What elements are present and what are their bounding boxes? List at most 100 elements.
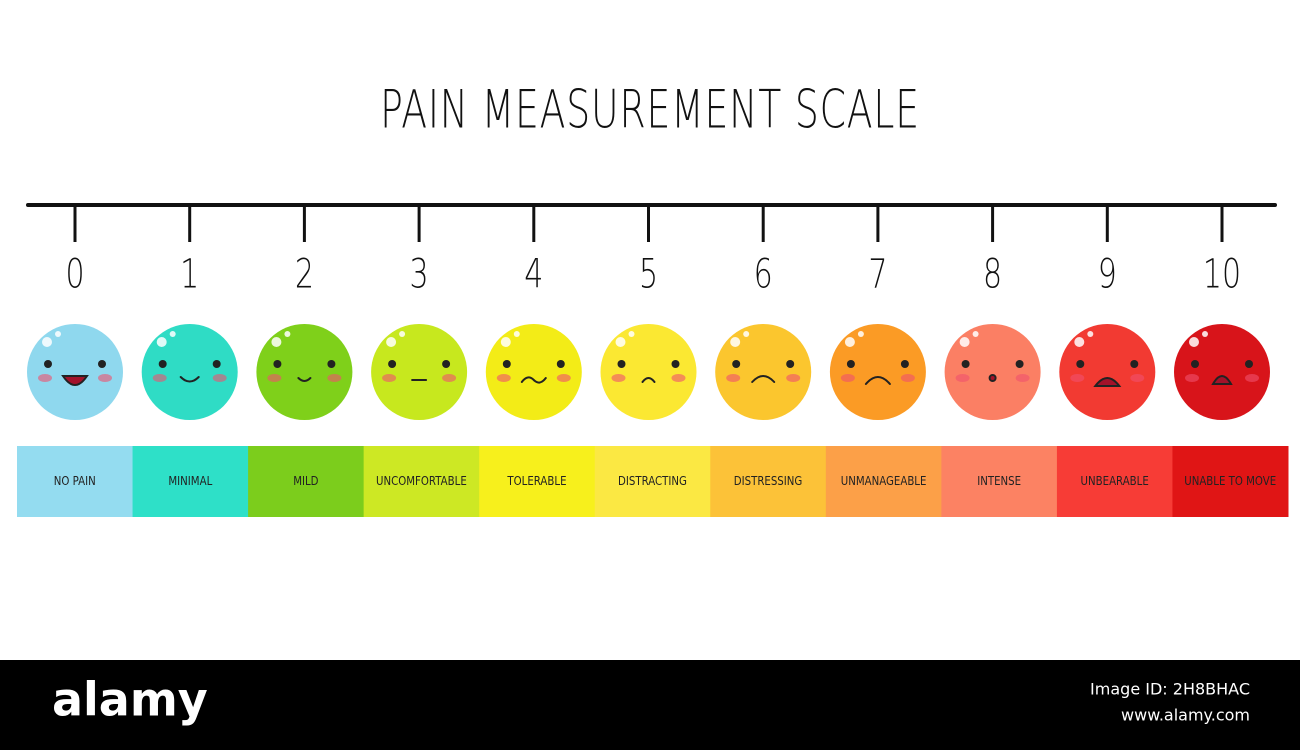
level-label: MINIMAL: [168, 474, 213, 488]
face: [600, 324, 697, 420]
mouth: [179, 376, 200, 383]
face-shine: [857, 331, 864, 337]
face-shine: [628, 331, 635, 337]
level-label: NO PAIN: [54, 474, 96, 488]
face-shine: [743, 331, 750, 337]
eye: [1076, 360, 1085, 368]
face-shine: [399, 331, 406, 337]
blush: [786, 374, 801, 382]
score-label: 1: [180, 251, 199, 297]
mouth: [1093, 377, 1122, 387]
mouth: [61, 375, 89, 386]
face: [715, 324, 812, 420]
face: [1059, 324, 1156, 420]
score-label: 6: [754, 251, 773, 297]
face-shine: [513, 331, 520, 337]
blush: [900, 374, 915, 382]
eye: [212, 360, 221, 368]
blush: [955, 374, 970, 382]
blush: [671, 374, 686, 382]
band-segment: [594, 446, 711, 517]
blush: [496, 374, 511, 382]
face-shine: [844, 337, 855, 347]
face-shine: [1074, 337, 1085, 347]
blush: [556, 374, 571, 382]
band-segment: [132, 446, 249, 517]
eye: [1191, 360, 1199, 368]
face-shine: [1189, 337, 1199, 347]
level-label: TOLERABLE: [506, 474, 566, 488]
eye: [158, 360, 167, 368]
face: [27, 324, 123, 420]
score-label: 8: [983, 251, 1002, 297]
band-segment: [479, 446, 596, 517]
mouth: [297, 377, 312, 382]
face-shine: [1087, 331, 1094, 337]
blush: [98, 374, 112, 382]
blush: [152, 374, 167, 382]
score-label: 10: [1203, 251, 1241, 297]
blush: [726, 374, 741, 382]
level-label: INTENSE: [977, 474, 1021, 488]
eye: [1015, 360, 1024, 368]
eye: [98, 360, 106, 368]
eye: [388, 360, 397, 368]
face: [944, 324, 1041, 420]
eye: [732, 360, 741, 368]
eye: [44, 360, 52, 368]
mouth: [988, 374, 997, 382]
face-shine: [386, 337, 397, 347]
face-shine: [284, 331, 291, 337]
blush: [38, 374, 52, 382]
eye: [1245, 360, 1253, 368]
face-shine: [972, 331, 979, 337]
level-label: UNABLE TO MOVE: [1184, 474, 1276, 488]
band-segment: [941, 446, 1058, 517]
face: [256, 324, 353, 420]
band-segment: [825, 446, 942, 517]
eye: [1130, 360, 1139, 368]
eye: [273, 360, 282, 368]
face-shine: [271, 337, 282, 347]
blush: [840, 374, 855, 382]
eye: [961, 360, 970, 368]
eye: [846, 360, 855, 368]
face-shine: [500, 337, 511, 347]
face: [1174, 324, 1270, 420]
eye: [556, 360, 565, 368]
level-label: DISTRESSING: [734, 474, 803, 488]
url: www.alamy.com: [1121, 706, 1250, 725]
blush: [212, 374, 227, 382]
face: [371, 324, 468, 420]
band-segment: [1172, 446, 1289, 517]
mouth: [864, 376, 891, 385]
title: PAIN MEASUREMENT SCALE: [380, 78, 920, 140]
footer-bar: [0, 660, 1300, 750]
image-id: Image ID: 2H8BHAC: [1090, 680, 1250, 699]
mouth: [641, 377, 656, 383]
eye: [502, 360, 511, 368]
level-label: DISTRACTING: [618, 474, 687, 488]
face: [485, 324, 582, 420]
face: [141, 324, 238, 420]
level-label: MILD: [293, 474, 318, 488]
face-shine: [169, 331, 176, 337]
face-shine: [1202, 331, 1208, 337]
score-label: 3: [410, 251, 429, 297]
score-label: 4: [524, 251, 543, 297]
score-label: 2: [295, 251, 314, 297]
face: [829, 324, 926, 420]
blush: [1245, 374, 1259, 382]
mouth: [751, 375, 776, 383]
eye: [327, 360, 336, 368]
score-label: 7: [868, 251, 887, 297]
face-shine: [55, 331, 61, 337]
band-segment: [1056, 446, 1173, 517]
blush: [327, 374, 342, 382]
blush: [1070, 374, 1085, 382]
blush: [442, 374, 457, 382]
mouth: [1211, 375, 1233, 385]
eye: [786, 360, 795, 368]
eye: [442, 360, 451, 368]
